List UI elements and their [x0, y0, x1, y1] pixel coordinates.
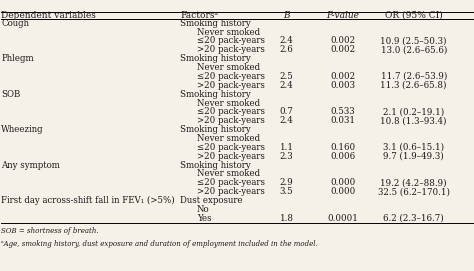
Text: Factorsᵃ: Factorsᵃ — [181, 11, 219, 20]
Text: 11.3 (2.6–65.8): 11.3 (2.6–65.8) — [381, 81, 447, 90]
Text: Smoking history: Smoking history — [181, 54, 251, 63]
Text: 0.7: 0.7 — [280, 107, 293, 116]
Text: ≤20 pack-years: ≤20 pack-years — [197, 107, 265, 116]
Text: 0.002: 0.002 — [330, 72, 356, 81]
Text: 0.002: 0.002 — [330, 45, 356, 54]
Text: SOB: SOB — [1, 90, 21, 99]
Text: 0.006: 0.006 — [330, 152, 356, 161]
Text: 10.9 (2.5–50.3): 10.9 (2.5–50.3) — [381, 37, 447, 46]
Text: Phlegm: Phlegm — [1, 54, 34, 63]
Text: 0.0001: 0.0001 — [328, 214, 358, 223]
Text: 32.5 (6.2–170.1): 32.5 (6.2–170.1) — [378, 187, 450, 196]
Text: ≤20 pack-years: ≤20 pack-years — [197, 178, 265, 187]
Text: Never smoked: Never smoked — [197, 169, 260, 178]
Text: Smoking history: Smoking history — [181, 125, 251, 134]
Text: Smoking history: Smoking history — [181, 19, 251, 28]
Text: ≤20 pack-years: ≤20 pack-years — [197, 72, 265, 81]
Text: Never smoked: Never smoked — [197, 63, 260, 72]
Text: 2.5: 2.5 — [280, 72, 293, 81]
Text: Never smoked: Never smoked — [197, 28, 260, 37]
Text: Any symptom: Any symptom — [1, 160, 60, 170]
Text: 0.000: 0.000 — [330, 187, 356, 196]
Text: 2.6: 2.6 — [280, 45, 293, 54]
Text: >20 pack-years: >20 pack-years — [197, 116, 265, 125]
Text: ≤20 pack-years: ≤20 pack-years — [197, 143, 265, 152]
Text: 19.2 (4.2–88.9): 19.2 (4.2–88.9) — [381, 178, 447, 187]
Text: No: No — [197, 205, 210, 214]
Text: Never smoked: Never smoked — [197, 99, 260, 108]
Text: >20 pack-years: >20 pack-years — [197, 81, 265, 90]
Text: OR (95% CI): OR (95% CI) — [385, 11, 443, 20]
Text: 2.4: 2.4 — [280, 81, 293, 90]
Text: Dependent variables: Dependent variables — [1, 11, 96, 20]
Text: 10.8 (1.3–93.4): 10.8 (1.3–93.4) — [381, 116, 447, 125]
Text: 0.002: 0.002 — [330, 37, 356, 46]
Text: First day across-shift fall in FEV₁ (>5%): First day across-shift fall in FEV₁ (>5%… — [1, 196, 175, 205]
Text: >20 pack-years: >20 pack-years — [197, 187, 265, 196]
Text: 3.1 (0.6–15.1): 3.1 (0.6–15.1) — [383, 143, 444, 152]
Text: >20 pack-years: >20 pack-years — [197, 45, 265, 54]
Text: 11.7 (2.6–53.9): 11.7 (2.6–53.9) — [381, 72, 447, 81]
Text: Smoking history: Smoking history — [181, 160, 251, 170]
Text: 2.1 (0.2–19.1): 2.1 (0.2–19.1) — [383, 107, 444, 116]
Text: B: B — [283, 11, 290, 20]
Text: ≤20 pack-years: ≤20 pack-years — [197, 37, 265, 46]
Text: 2.4: 2.4 — [280, 37, 293, 46]
Text: 2.3: 2.3 — [280, 152, 293, 161]
Text: 6.2 (2.3–16.7): 6.2 (2.3–16.7) — [383, 214, 444, 223]
Text: Cough: Cough — [1, 19, 29, 28]
Text: 13.0 (2.6–65.6): 13.0 (2.6–65.6) — [381, 45, 447, 54]
Text: 0.031: 0.031 — [330, 116, 356, 125]
Text: Smoking history: Smoking history — [181, 90, 251, 99]
Text: 0.003: 0.003 — [330, 81, 356, 90]
Text: 3.5: 3.5 — [280, 187, 293, 196]
Text: 2.9: 2.9 — [280, 178, 293, 187]
Text: 1.8: 1.8 — [280, 214, 293, 223]
Text: Dust exposure: Dust exposure — [181, 196, 243, 205]
Text: P-value: P-value — [327, 11, 359, 20]
Text: SOB = shortness of breath.: SOB = shortness of breath. — [1, 227, 99, 235]
Text: Wheezing: Wheezing — [1, 125, 44, 134]
Text: 2.4: 2.4 — [280, 116, 293, 125]
Text: 9.7 (1.9–49.3): 9.7 (1.9–49.3) — [383, 152, 444, 161]
Text: ᵃAge, smoking history, dust exposure and duration of employment included in the : ᵃAge, smoking history, dust exposure and… — [1, 240, 318, 248]
Text: Yes: Yes — [197, 214, 211, 223]
Text: 0.533: 0.533 — [331, 107, 356, 116]
Text: 1.1: 1.1 — [280, 143, 293, 152]
Text: 0.160: 0.160 — [330, 143, 356, 152]
Text: Never smoked: Never smoked — [197, 134, 260, 143]
Text: >20 pack-years: >20 pack-years — [197, 152, 265, 161]
Text: 0.000: 0.000 — [330, 178, 356, 187]
